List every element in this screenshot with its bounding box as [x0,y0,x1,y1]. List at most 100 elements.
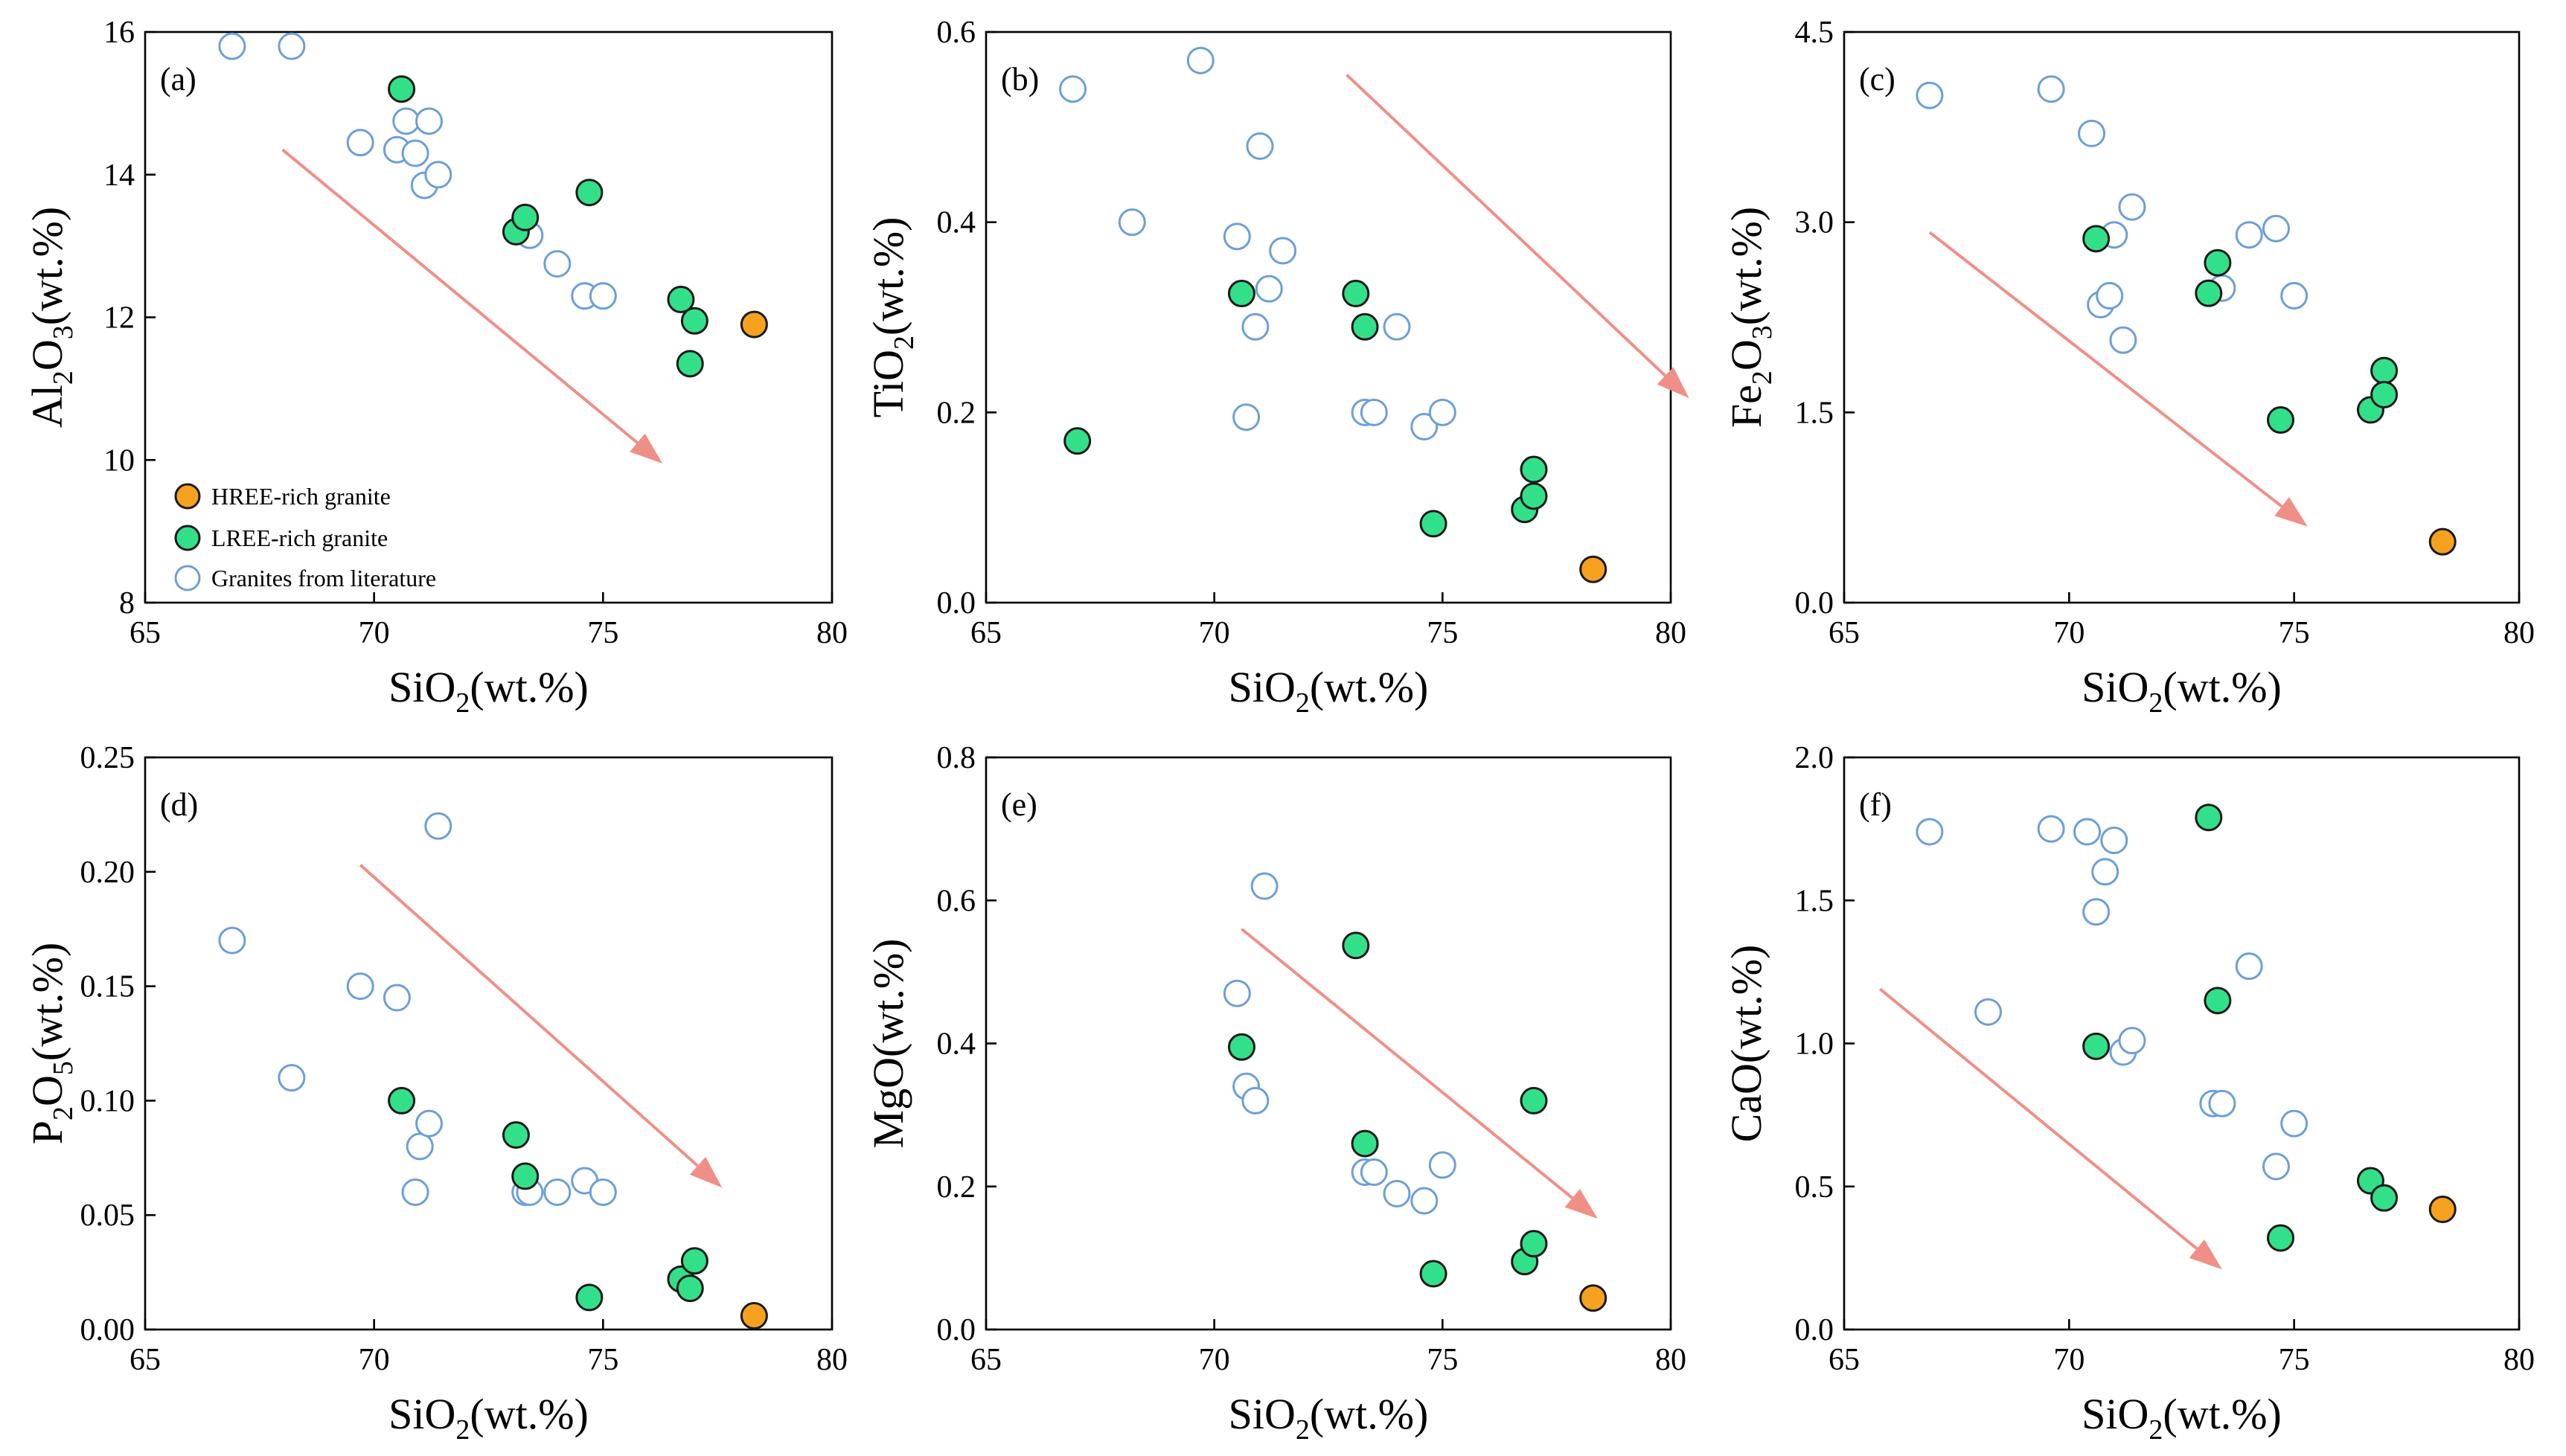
chart-panel-e: 65 70 75 80 0.0 0.2 0.4 0.6 0.8 (e) SiO2(wt.%) MgO(… [864,741,1686,1446]
lree-granite-point [1342,931,1370,960]
lree-granite-point [2204,987,2232,1015]
x-tick-label: 80 [2503,616,2535,650]
x-tick-label: 80 [1655,1343,1686,1377]
x-tick-label: 65 [970,1343,1002,1377]
y-tick-label: 0.0 [937,1313,976,1347]
trend-arrow-head [630,433,663,464]
x-tick-label: 65 [129,1343,161,1377]
chart-panel-d: 65 70 75 80 0.00 0.05 0.10 0.15 0.20 0.25 (d) SiO2(… [23,741,848,1446]
y-tick-label: 0.4 [937,1027,976,1062]
x-tick-label: 65 [129,616,161,650]
x-axis-title: SiO2(wt.%) [388,663,589,719]
plot-frame [144,756,834,1331]
lree-granite-point [2370,380,2399,408]
y-tick-label: 0.0 [937,586,976,620]
literature-granite-point [1186,46,1215,74]
lree-granite-point [2195,804,2223,832]
hree-granite-point [1579,555,1607,583]
y-tick-label: 0.5 [1795,1170,1834,1205]
trend-arrow-line [1879,987,2198,1250]
legend-label-lree: LREE-rich granite [211,525,388,551]
chart-panel-a: 65 70 75 80 8 10 12 14 16 (a) SiO2(wt.%) Al2O3(wt.%… [23,16,848,719]
literature-granite-point [1360,398,1388,426]
y-tick-label: 0.0 [1795,586,1834,620]
literature-granite-point [2037,75,2065,103]
x-axis-title: SiO2(wt.%) [2082,1390,2282,1446]
literature-granite-point [1383,1179,1411,1208]
lree-granite-point [1419,1260,1447,1288]
x-axis-title: SiO2(wt.%) [2082,663,2282,719]
x-tick-label: 75 [587,616,618,650]
lree-granite-point [667,286,695,314]
x-axis-title: SiO2(wt.%) [1229,663,1429,719]
x-tick-label: 70 [1199,1343,1230,1377]
lree-granite-point [680,1247,708,1275]
y-axis-title: CaO(wt.%) [1722,945,1770,1143]
y-tick-label: 4.5 [1795,16,1834,50]
lree-granite-point [2082,1032,2111,1060]
x-tick-label: 75 [2279,616,2310,650]
x-axis-title: SiO2(wt.%) [388,1390,589,1446]
literature-granite-point [589,1178,617,1206]
x-tick-label: 65 [970,616,1002,650]
y-tick-label: 1.5 [1795,396,1834,430]
lree-granite-point [1227,280,1255,308]
literature-granite-point [2037,815,2065,843]
literature-granite-point [346,129,374,157]
x-tick-label: 65 [1828,1343,1860,1377]
x-tick-label: 70 [1199,616,1230,650]
y-tick-label: 0.05 [80,1199,135,1233]
chart-panel-b: 65 70 75 80 0.0 0.2 0.4 0.6 (b) SiO2(wt.%) TiO2(wt… [864,16,1689,719]
lree-granite-point [676,1274,704,1303]
y-tick-label: 0.15 [80,970,135,1004]
literature-granite-point [424,161,452,189]
literature-granite-point [1410,1187,1439,1215]
lree-granite-point [1520,1086,1548,1115]
y-tick-label: 2.0 [1795,741,1834,775]
lree-granite-point [1520,1230,1548,1258]
x-tick-label: 80 [2503,1343,2535,1377]
chart-panel-c: 65 70 75 80 0.0 1.5 3.0 4.5 (c) SiO2(wt.%) Fe2O3(w… [1722,16,2535,719]
lree-granite-point [2267,406,2295,434]
panel-label: (b) [1001,61,1039,97]
literature-granite-point [2118,193,2146,221]
y-tick-label: 0.2 [937,396,976,430]
plot-frame [144,31,834,604]
y-tick-label: 3.0 [1795,206,1834,240]
literature-granite-point [1118,208,1146,237]
y-tick-label: 1.5 [1795,884,1834,918]
literature-granite-point [2100,827,2128,855]
legend-marker-lree [174,525,201,551]
x-tick-label: 80 [816,616,848,650]
trend-arrow-line [281,148,639,444]
lree-granite-point [575,1283,604,1312]
y-tick-label: 16 [103,16,135,50]
y-axis-title: P2O5(wt.%) [23,943,79,1145]
y-tick-label: 14 [103,158,135,193]
x-tick-label: 65 [1828,616,1860,650]
literature-granite-point [392,107,420,135]
literature-granite-point [1232,403,1261,432]
literature-granite-point [1223,222,1251,251]
y-tick-label: 0.4 [937,206,976,240]
y-tick-label: 10 [103,443,135,478]
legend: HREE-rich granite LREE-rich granite Granit… [174,483,436,591]
literature-granite-point [1410,413,1439,441]
x-tick-label: 75 [1427,1343,1458,1377]
literature-granite-point [2096,282,2124,310]
literature-granite-point [424,812,452,840]
panel-label: (d) [160,786,198,823]
lree-granite-point [680,307,708,335]
panel-label: (a) [160,61,196,97]
hree-granite-point [1579,1284,1607,1312]
lree-granite-point [1351,1129,1379,1158]
x-tick-label: 70 [359,616,390,650]
literature-granite-point [1916,818,1944,846]
literature-granite-point [1255,275,1283,303]
plot-frame [1843,31,2521,604]
literature-granite-point [278,1064,306,1092]
literature-granite-point [1059,75,1087,103]
panel-label: (e) [1001,786,1037,823]
lree-granite-point [1520,482,1548,510]
lree-granite-point [2370,356,2399,385]
